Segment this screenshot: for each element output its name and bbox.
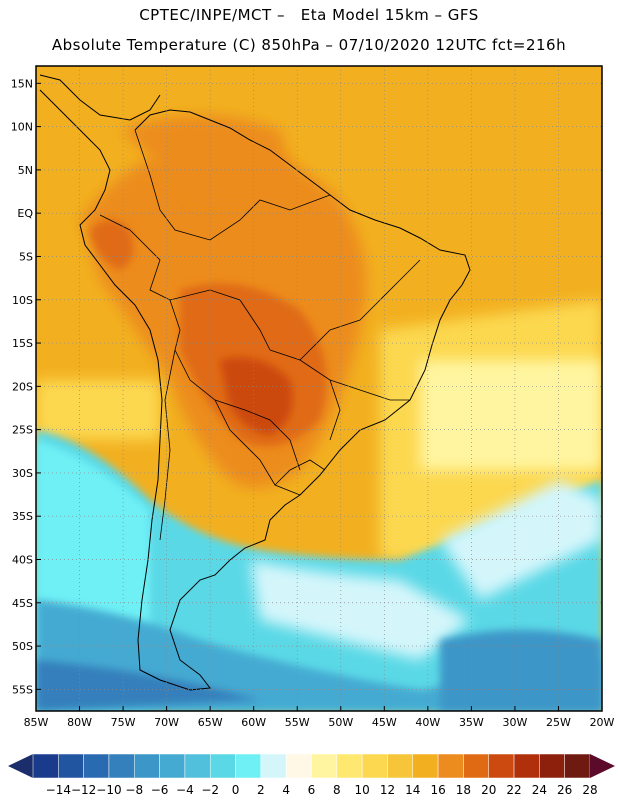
colorbar-swatch: [108, 753, 135, 779]
colorbar-swatch: [361, 753, 388, 779]
country-borders: [99, 129, 421, 541]
colorbar-swatch: [564, 753, 591, 779]
lat-tick-label: 5N: [18, 164, 33, 177]
lat-tick-label: 50S: [12, 640, 33, 653]
colorbar-swatch: [32, 753, 59, 779]
chart-title-line1: CPTEC/INPE/MCT – Eta Model 15km – GFS: [139, 6, 479, 24]
temperature-field: [36, 66, 602, 711]
colorbar-label: 8: [333, 783, 341, 797]
colorbar-swatch: [539, 753, 565, 779]
colorbar-label: −8: [125, 783, 143, 797]
lon-tick-label: 75W: [111, 716, 136, 729]
lon-tick-label: 50W: [328, 716, 353, 729]
colorbar-swatch: [488, 753, 515, 779]
colorbar-swatch: [336, 753, 363, 779]
lon-tick-label: 25W: [546, 716, 571, 729]
colorbar-swatch: [134, 753, 160, 779]
colorbar-swatch: [184, 753, 211, 779]
colorbar-label: −14: [46, 783, 71, 797]
longitude-axis: 85W 80W 75W 70W 65W 60W 55W 50W 45W 40W 35W 30W 25W 2…: [24, 706, 615, 729]
lon-tick-label: 85W: [24, 716, 49, 729]
lat-tick-label: 45S: [12, 597, 33, 610]
colorbar-label: −10: [96, 783, 121, 797]
colorbar-label: 24: [532, 783, 547, 797]
colorbar-label: 10: [354, 783, 369, 797]
colorbar: −14 −12 −10 −8 −6 −4 −2 0 2 4 6 8 10 12 14 16 18 20 22 24 26…: [8, 753, 615, 797]
colorbar-label: 26: [557, 783, 572, 797]
lon-tick-label: 40W: [415, 716, 440, 729]
colorbar-swatch: [209, 753, 236, 779]
lat-tick-label: 25S: [12, 424, 33, 437]
coastline: [39, 74, 471, 691]
colorbar-swatch: [159, 753, 186, 779]
colorbar-swatch: [463, 753, 489, 779]
colorbar-swatch: [311, 753, 338, 779]
lon-tick-label: 30W: [502, 716, 527, 729]
lat-tick-label: 35S: [12, 510, 33, 523]
colorbar-swatch: [285, 753, 312, 779]
lat-tick-label: 5S: [19, 250, 33, 263]
colorbar-swatch: [412, 753, 439, 779]
colorbar-label: 22: [506, 783, 521, 797]
lat-tick-label: EQ: [17, 207, 33, 220]
lat-tick-label: 40S: [12, 553, 33, 566]
lat-tick-label: 10N: [11, 121, 33, 134]
lat-tick-label: 20S: [12, 380, 33, 393]
colorbar-label: −4: [176, 783, 194, 797]
lat-tick-label: 30S: [12, 467, 33, 480]
lat-tick-label: 15N: [11, 77, 33, 90]
colorbar-swatch: [513, 753, 540, 779]
colorbar-label: −12: [71, 783, 96, 797]
colorbar-swatch: [437, 753, 464, 779]
lat-tick-label: 55S: [12, 683, 33, 696]
lon-tick-label: 70W: [154, 716, 179, 729]
colorbar-label: −6: [151, 783, 169, 797]
lon-tick-label: 65W: [198, 716, 223, 729]
lon-tick-label: 60W: [241, 716, 266, 729]
colorbar-swatch: [235, 753, 262, 779]
colorbar-swatch: [83, 753, 110, 779]
colorbar-label: 0: [232, 783, 240, 797]
colorbar-swatch: [260, 753, 287, 779]
colorbar-high-arrow: [590, 754, 615, 778]
lon-tick-label: 45W: [372, 716, 397, 729]
lat-tick-label: 15S: [12, 337, 33, 350]
colorbar-swatch: [387, 753, 414, 779]
colorbar-label: −2: [201, 783, 219, 797]
colorbar-label: 2: [257, 783, 265, 797]
lon-tick-label: 80W: [67, 716, 92, 729]
map-frame: [35, 65, 603, 712]
colorbar-label: 20: [481, 783, 496, 797]
latitude-axis: 15N 10N 5N EQ 5S 10S 15S 20S 25S 30S 35S 40S 45S 50S 5…: [11, 77, 41, 696]
colorbar-label: 4: [282, 783, 290, 797]
colorbar-swatch: [58, 753, 84, 779]
colorbar-low-arrow: [8, 754, 33, 778]
colorbar-label: 14: [405, 783, 420, 797]
lat-tick-label: 10S: [12, 294, 33, 307]
lon-tick-label: 35W: [459, 716, 484, 729]
colorbar-label: 18: [456, 783, 471, 797]
colorbar-label: 16: [430, 783, 445, 797]
colorbar-label: 6: [308, 783, 316, 797]
colorbar-label: 28: [582, 783, 597, 797]
colorbar-label: 12: [380, 783, 395, 797]
chart-title-line2: Absolute Temperature (C) 850hPa – 07/10/…: [51, 36, 567, 54]
lon-tick-label: 20W: [590, 716, 615, 729]
lon-tick-label: 55W: [285, 716, 310, 729]
